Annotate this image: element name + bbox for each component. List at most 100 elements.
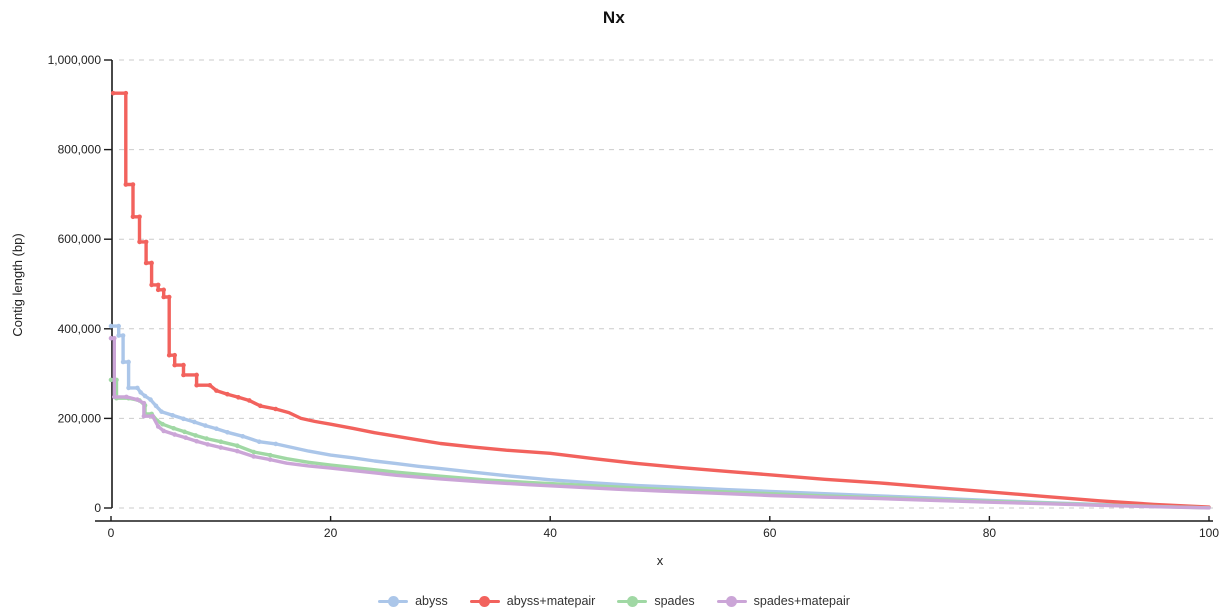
series-point-spades+matepair xyxy=(124,394,129,400)
series-point-abyss+matepair xyxy=(181,362,186,368)
legend-label: spades+matepair xyxy=(753,594,850,608)
series-point-abyss+matepair xyxy=(143,239,149,245)
series-point-abyss+matepair xyxy=(166,294,172,300)
series-point-abyss xyxy=(240,434,246,439)
legend-marker-icon xyxy=(617,595,648,607)
series-point-abyss+matepair xyxy=(143,260,149,266)
series-point-abyss xyxy=(120,359,126,365)
series-point-abyss+matepair xyxy=(137,214,142,220)
legend-marker-icon xyxy=(716,595,747,607)
series-point-spades xyxy=(218,439,224,444)
series-point-abyss+matepair xyxy=(110,90,116,96)
series-point-abyss+matepair xyxy=(149,282,154,288)
series-point-abyss xyxy=(159,409,164,414)
series-point-abyss+matepair xyxy=(236,395,241,400)
series-point-spades xyxy=(160,421,165,427)
legend-label: abyss+matepair xyxy=(506,594,596,608)
series-point-abyss+matepair xyxy=(130,182,136,187)
series-point-abyss+matepair xyxy=(166,352,172,358)
series-point-spades+matepair xyxy=(135,397,140,402)
series-point-spades xyxy=(251,449,257,455)
series-point-abyss+matepair xyxy=(161,287,167,293)
legend-marker-icon xyxy=(469,595,500,607)
x-tick-label: 80 xyxy=(983,526,997,540)
series-point-abyss+matepair xyxy=(181,372,186,378)
series-point-abyss+matepair xyxy=(273,406,279,412)
legend-label: spades xyxy=(654,594,695,608)
series-point-abyss+matepair xyxy=(123,182,129,187)
legend-dot-icon xyxy=(626,595,638,607)
series-point-abyss+matepair xyxy=(247,398,252,403)
series-point-abyss xyxy=(225,429,230,435)
series-point-spades+matepair xyxy=(108,335,114,341)
x-tick-label: 60 xyxy=(763,526,777,540)
legend-item-spades[interactable]: spades xyxy=(617,594,695,608)
series-point-spades xyxy=(267,452,273,458)
legend-label: abyss xyxy=(415,594,448,608)
y-tick-label: 400,000 xyxy=(58,322,102,336)
series-point-spades+matepair xyxy=(205,442,210,447)
series-point-abyss+matepair xyxy=(258,403,263,409)
series-point-spades xyxy=(204,436,209,441)
series-point-abyss+matepair xyxy=(225,391,230,397)
series-point-abyss xyxy=(273,441,279,447)
series-point-abyss xyxy=(126,359,131,365)
legend-item-abyss+matepair[interactable]: abyss+matepair xyxy=(469,594,596,608)
series-point-abyss+matepair xyxy=(130,214,136,220)
series-point-abyss+matepair xyxy=(155,282,161,288)
series-point-spades+matepair xyxy=(141,400,147,406)
legend-item-abyss[interactable]: abyss xyxy=(378,594,448,608)
series-point-spades+matepair xyxy=(111,394,117,400)
series-point-spades+matepair xyxy=(251,454,257,459)
x-tick-label: 0 xyxy=(108,526,115,540)
series-point-spades+matepair xyxy=(234,448,240,454)
series-line-abyss xyxy=(109,324,1211,510)
y-axis-title: Contig length (bp) xyxy=(10,233,25,337)
series-point-abyss xyxy=(116,333,121,338)
series-point-spades+matepair xyxy=(267,457,273,462)
series-point-spades+matepair xyxy=(111,335,117,341)
x-axis-title: x xyxy=(656,553,664,568)
x-tick-label: 40 xyxy=(544,526,558,540)
series-point-abyss xyxy=(108,323,114,329)
x-tick-label: 20 xyxy=(324,526,338,540)
series-point-abyss+matepair xyxy=(214,388,219,393)
legend-item-spades+matepair[interactable]: spades+matepair xyxy=(716,594,850,608)
series-point-spades xyxy=(234,443,240,449)
series-point-abyss+matepair xyxy=(207,382,213,388)
y-tick-label: 1,000,000 xyxy=(48,53,102,67)
series-point-spades+matepair xyxy=(161,428,167,434)
y-tick-label: 200,000 xyxy=(58,411,102,425)
series-point-spades xyxy=(108,377,114,383)
series-point-abyss xyxy=(148,397,153,402)
series-point-abyss xyxy=(170,412,175,418)
series-point-abyss+matepair xyxy=(155,287,161,293)
chart-title: Nx xyxy=(602,8,626,27)
y-tick-label: 600,000 xyxy=(58,232,102,246)
series-point-abyss xyxy=(181,416,186,422)
series-point-abyss+matepair xyxy=(137,239,142,245)
series-point-spades+matepair xyxy=(155,424,161,429)
series-line-spades+matepair xyxy=(109,336,1211,510)
series-point-abyss+matepair xyxy=(194,382,199,388)
legend-dot-icon xyxy=(479,595,491,607)
series-point-spades xyxy=(171,425,176,431)
x-tick-label: 100 xyxy=(1199,526,1219,540)
series-point-abyss+matepair xyxy=(172,362,177,368)
series-point-abyss xyxy=(153,403,159,409)
series-point-abyss xyxy=(120,333,126,338)
series-point-spades xyxy=(193,433,198,438)
series-point-abyss xyxy=(142,393,148,399)
series-point-spades+matepair xyxy=(218,445,224,450)
legend-dot-icon xyxy=(387,595,399,607)
series-point-abyss xyxy=(126,385,131,391)
series-point-abyss+matepair xyxy=(149,260,154,266)
series-point-abyss+matepair xyxy=(123,90,129,96)
series-point-abyss xyxy=(138,390,143,395)
series-point-abyss+matepair xyxy=(194,372,199,378)
series-point-abyss xyxy=(116,323,121,329)
legend-marker-icon xyxy=(378,595,409,607)
series-point-spades+matepair xyxy=(194,438,199,444)
